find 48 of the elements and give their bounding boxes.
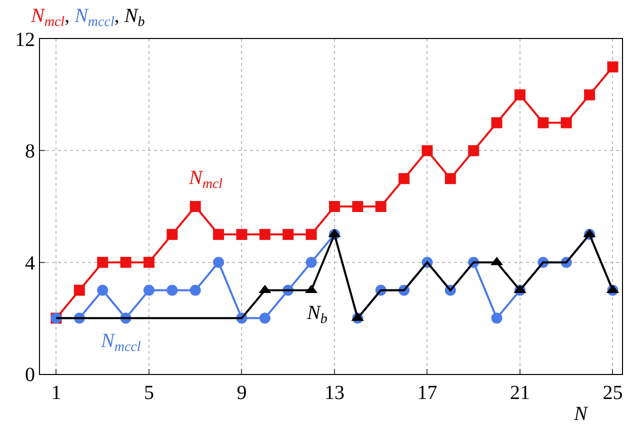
point <box>236 228 248 240</box>
point <box>584 89 596 100</box>
y-tick-label: 8 <box>25 140 35 163</box>
x-tick-label: 13 <box>324 382 344 404</box>
point <box>74 284 85 296</box>
point <box>422 145 433 156</box>
x-tick-label: 9 <box>236 382 247 404</box>
y-tick-label: 12 <box>15 29 35 51</box>
point <box>282 228 294 240</box>
point <box>306 256 317 268</box>
annotation: N$_{b}$ <box>306 302 328 328</box>
point <box>560 117 572 128</box>
point <box>352 201 364 212</box>
point <box>97 284 108 296</box>
point <box>259 228 270 240</box>
point <box>491 312 502 324</box>
point <box>97 256 108 268</box>
point <box>607 61 618 72</box>
x-tick-label: 1 <box>51 382 62 404</box>
point <box>328 201 340 212</box>
x-tick-label: 21 <box>510 382 530 404</box>
point <box>166 228 178 240</box>
point <box>306 228 317 240</box>
point <box>143 256 154 268</box>
point <box>213 256 224 268</box>
point <box>259 312 270 324</box>
point <box>190 201 201 212</box>
point <box>166 284 178 296</box>
point <box>468 145 480 156</box>
point <box>375 201 386 212</box>
point <box>514 89 526 100</box>
y-tick-label: 0 <box>25 364 35 386</box>
x-axis-title: N <box>573 403 589 425</box>
point <box>213 228 224 240</box>
point <box>120 256 132 268</box>
annotation: N$_{mcl}$ <box>188 167 223 192</box>
x-tick-label: 25 <box>602 382 623 404</box>
y-tick-label: 4 <box>25 252 35 274</box>
annotation: N$_{mccl}$ <box>100 330 141 356</box>
y-axis-title: N$_{mcl}$, N$_{mccl}$, N$_{b}$ <box>30 5 145 30</box>
point <box>444 173 456 184</box>
point <box>190 284 201 296</box>
x-tick-label: 17 <box>417 382 438 404</box>
point <box>398 173 410 184</box>
point <box>538 117 549 128</box>
x-tick-label: 5 <box>144 382 154 404</box>
point <box>491 117 502 128</box>
point <box>143 284 154 296</box>
